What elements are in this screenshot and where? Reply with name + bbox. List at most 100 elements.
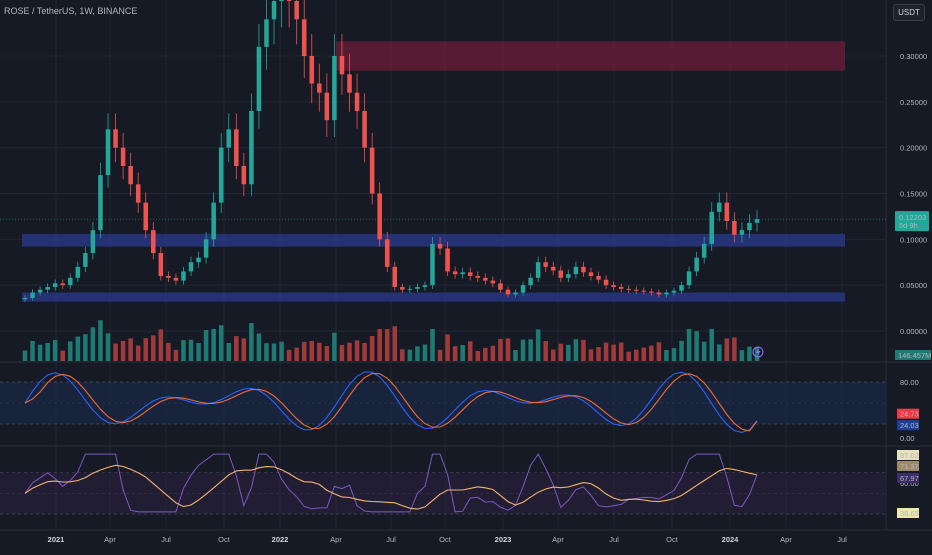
candle[interactable]: [37, 286, 43, 296]
candle[interactable]: [528, 273, 533, 289]
candle[interactable]: [724, 192, 730, 230]
candle[interactable]: [271, 0, 277, 45]
candle[interactable]: [158, 246, 164, 281]
candle[interactable]: [324, 73, 330, 138]
candle[interactable]: [694, 251, 699, 277]
candle[interactable]: [581, 261, 586, 278]
candle[interactable]: [384, 232, 390, 272]
candle[interactable]: [166, 271, 171, 283]
candle[interactable]: [520, 281, 526, 296]
candle[interactable]: [573, 261, 579, 279]
candle[interactable]: [475, 271, 481, 283]
candle[interactable]: [249, 93, 254, 197]
candle[interactable]: [717, 192, 722, 222]
rsi-ma-line[interactable]: [24, 464, 758, 510]
candle[interactable]: [52, 279, 58, 291]
candle[interactable]: [747, 214, 752, 239]
candle[interactable]: [498, 279, 503, 294]
candle[interactable]: [535, 256, 541, 283]
candle[interactable]: [732, 212, 737, 243]
candle[interactable]: [400, 283, 405, 294]
candle[interactable]: [181, 266, 186, 285]
candle[interactable]: [558, 265, 564, 283]
candle[interactable]: [30, 289, 35, 301]
candle[interactable]: [566, 269, 571, 283]
candle[interactable]: [633, 286, 639, 294]
candle[interactable]: [452, 266, 458, 279]
candle[interactable]: [550, 261, 556, 276]
candle[interactable]: [279, 0, 284, 28]
candle[interactable]: [113, 113, 118, 163]
candle[interactable]: [656, 289, 662, 298]
candle[interactable]: [596, 271, 601, 284]
candle[interactable]: [264, 0, 269, 70]
candle[interactable]: [422, 281, 428, 291]
candle[interactable]: [234, 113, 239, 180]
candle[interactable]: [362, 93, 367, 163]
currency-button[interactable]: USDT: [893, 4, 925, 21]
candle[interactable]: [679, 281, 684, 294]
candle[interactable]: [211, 192, 216, 247]
candle[interactable]: [68, 273, 73, 289]
candle[interactable]: [317, 63, 322, 112]
candle[interactable]: [60, 279, 65, 289]
candle[interactable]: [377, 182, 382, 247]
candle[interactable]: [22, 295, 28, 302]
candle[interactable]: [686, 266, 692, 289]
candle[interactable]: [90, 222, 96, 260]
candle[interactable]: [301, 0, 307, 78]
candles[interactable]: [22, 0, 760, 302]
candle[interactable]: [354, 73, 360, 129]
candle[interactable]: [490, 276, 496, 288]
rsi-pane[interactable]: [0, 453, 886, 515]
candle[interactable]: [483, 273, 488, 285]
candle[interactable]: [332, 34, 337, 138]
candle[interactable]: [173, 273, 179, 285]
candle[interactable]: [437, 236, 443, 256]
stoch-rsi-pane[interactable]: [0, 371, 886, 433]
candle[interactable]: [128, 152, 133, 197]
candle[interactable]: [143, 192, 149, 239]
lightning-icon[interactable]: [752, 346, 764, 358]
candle[interactable]: [45, 283, 50, 294]
candle[interactable]: [445, 241, 450, 277]
candle[interactable]: [407, 285, 413, 294]
candle[interactable]: [75, 261, 81, 283]
candle[interactable]: [188, 256, 194, 277]
candle[interactable]: [347, 53, 352, 112]
candle[interactable]: [256, 24, 262, 129]
candle[interactable]: [709, 202, 714, 251]
candle[interactable]: [339, 34, 345, 95]
candle[interactable]: [618, 283, 624, 293]
symbol-title[interactable]: ROSE / TetherUS, 1W, BINANCE: [4, 6, 138, 16]
candle[interactable]: [98, 162, 103, 239]
candle[interactable]: [226, 113, 232, 163]
candle[interactable]: [218, 133, 224, 213]
candle[interactable]: [151, 222, 156, 260]
candle[interactable]: [105, 113, 111, 188]
candle[interactable]: [513, 289, 518, 298]
candle[interactable]: [611, 281, 616, 291]
candle[interactable]: [701, 236, 707, 264]
candle[interactable]: [543, 256, 548, 272]
rsi-line[interactable]: [24, 453, 758, 513]
stoch-d-line[interactable]: [24, 372, 758, 432]
candle[interactable]: [626, 285, 631, 294]
candle[interactable]: [739, 222, 745, 243]
candle[interactable]: [588, 267, 594, 281]
candle[interactable]: [369, 133, 375, 205]
candle[interactable]: [641, 287, 647, 295]
candle[interactable]: [430, 236, 435, 289]
candle[interactable]: [309, 34, 315, 104]
candle[interactable]: [649, 288, 654, 296]
candle[interactable]: [241, 152, 247, 197]
stoch-k-line[interactable]: [24, 371, 758, 433]
candle[interactable]: [286, 0, 292, 28]
candle[interactable]: [83, 246, 88, 272]
candle[interactable]: [505, 286, 511, 298]
candle[interactable]: [664, 289, 669, 298]
candle[interactable]: [754, 210, 760, 232]
candle[interactable]: [392, 261, 398, 291]
